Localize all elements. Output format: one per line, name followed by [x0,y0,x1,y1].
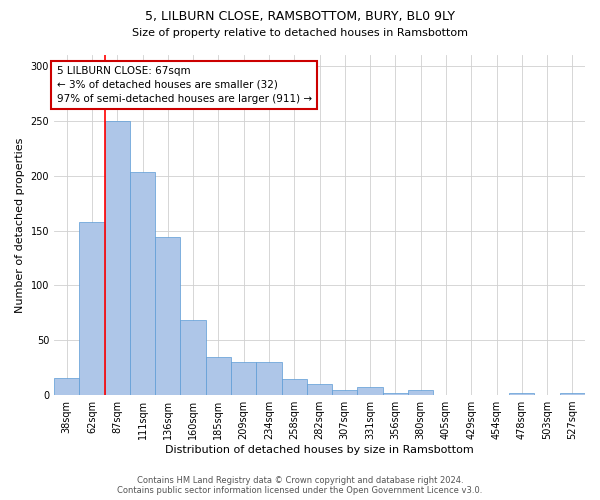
Text: Size of property relative to detached houses in Ramsbottom: Size of property relative to detached ho… [132,28,468,38]
Bar [231,362,256,395]
Bar [560,393,585,395]
Bar [104,121,130,395]
Bar [79,222,104,395]
Bar [155,237,181,395]
Bar [181,320,206,395]
Bar [332,390,358,395]
Bar [206,356,231,395]
Bar [358,388,383,395]
Bar [383,393,408,395]
Text: 5 LILBURN CLOSE: 67sqm
← 3% of detached houses are smaller (32)
97% of semi-deta: 5 LILBURN CLOSE: 67sqm ← 3% of detached … [56,66,311,104]
Bar [54,378,79,395]
Text: 5, LILBURN CLOSE, RAMSBOTTOM, BURY, BL0 9LY: 5, LILBURN CLOSE, RAMSBOTTOM, BURY, BL0 … [145,10,455,23]
X-axis label: Distribution of detached houses by size in Ramsbottom: Distribution of detached houses by size … [165,445,474,455]
Bar [509,393,535,395]
Bar [256,362,281,395]
Bar [307,384,332,395]
Bar [130,172,155,395]
Bar [408,390,433,395]
Bar [281,378,307,395]
Text: Contains HM Land Registry data © Crown copyright and database right 2024.
Contai: Contains HM Land Registry data © Crown c… [118,476,482,495]
Y-axis label: Number of detached properties: Number of detached properties [15,138,25,312]
